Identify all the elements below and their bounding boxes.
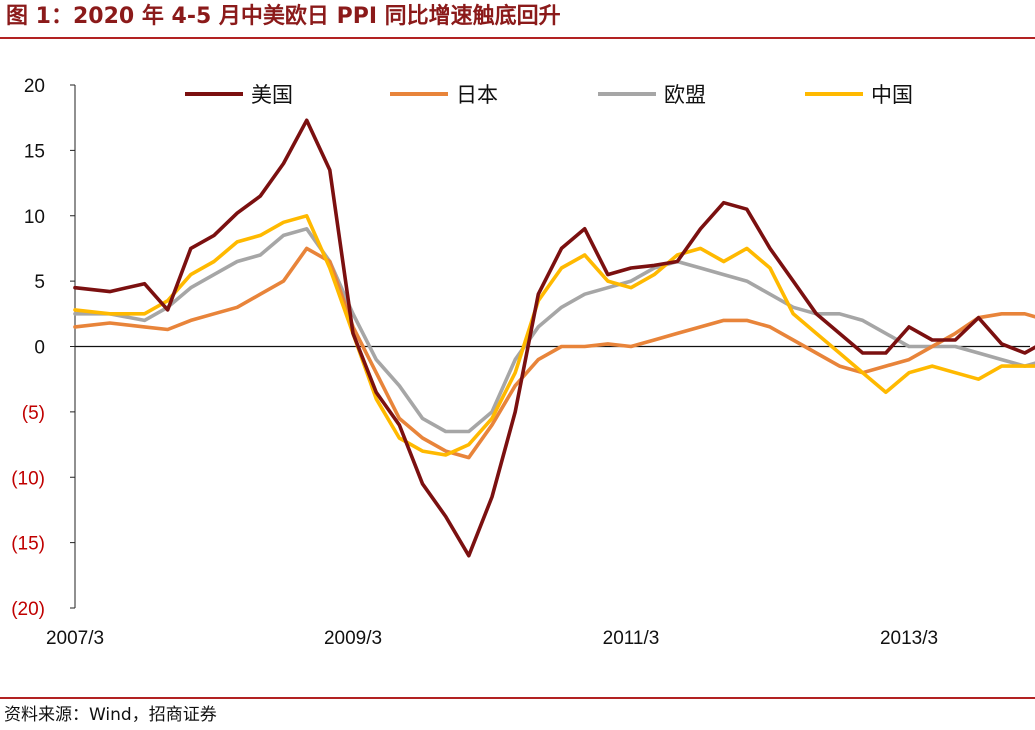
y-tick-label: 10 xyxy=(24,207,45,228)
y-tick-label: 15 xyxy=(24,141,45,162)
series-line-2 xyxy=(73,227,1035,434)
y-tick-label: (15) xyxy=(11,534,45,555)
top-rule xyxy=(0,37,1035,39)
y-tick-label: (10) xyxy=(11,468,45,489)
chart-title: 图 1：2020 年 4-5 月中美欧日 PPI 同比增速触底回升 xyxy=(6,4,561,29)
legend-label-0: 美国 xyxy=(251,83,293,107)
series-line-0 xyxy=(73,118,1035,558)
series-line-3 xyxy=(73,214,1035,457)
series-line-1 xyxy=(73,246,1035,460)
legend-label-3: 中国 xyxy=(871,83,913,107)
y-tick-label: (5) xyxy=(22,403,45,424)
axis-layer: 20 15 10 5 0 (5) (10) (15) (20)2007/3 2009/3 2011/… xyxy=(11,76,938,649)
legend-label-1: 日本 xyxy=(456,83,498,107)
x-tick-label: 2013/3 xyxy=(880,628,938,649)
source-note: 资料来源：Wind，招商证券 xyxy=(4,705,217,725)
legend: 美国 日本 欧盟 中国 xyxy=(185,83,913,107)
x-tick-label: 2007/3 xyxy=(46,628,104,649)
x-tick-label: 2009/3 xyxy=(324,628,382,649)
ppi-line-chart: 20 15 10 5 0 (5) (10) (15) (20)2007/3 2009/3 2011/… xyxy=(11,76,1035,649)
y-tick-label: 20 xyxy=(24,76,45,97)
y-tick-label: (20) xyxy=(11,599,45,620)
x-tick-label: 2011/3 xyxy=(603,628,660,649)
y-tick-label: 0 xyxy=(34,338,45,359)
series-layer xyxy=(73,118,1035,558)
legend-label-2: 欧盟 xyxy=(664,83,706,107)
y-tick-label: 5 xyxy=(34,272,45,293)
bottom-rule xyxy=(0,697,1035,699)
